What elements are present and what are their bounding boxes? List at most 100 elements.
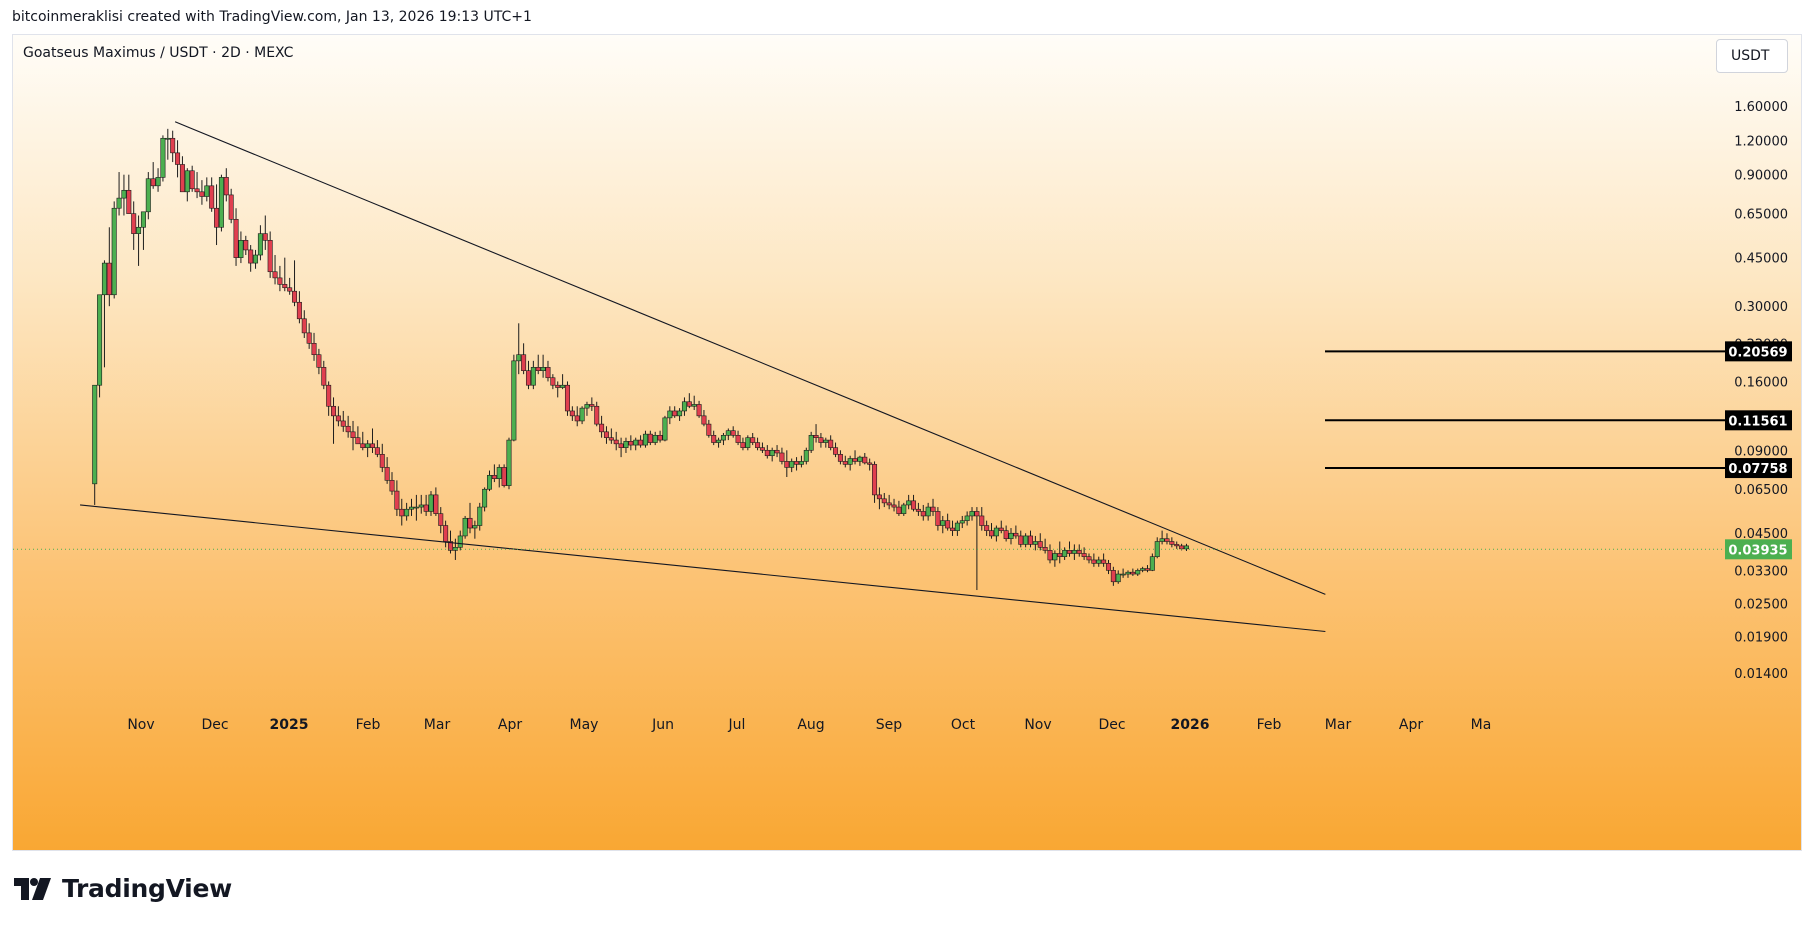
last-price-label-bg: [1725, 539, 1792, 560]
candle-body: [686, 401, 692, 407]
y-tick-label: 0.45000: [1734, 252, 1788, 267]
candle-body: [409, 506, 415, 510]
candle-body: [267, 240, 273, 273]
candle-body: [350, 431, 356, 438]
x-tick-label: Oct: [951, 717, 976, 733]
candle-body: [594, 405, 600, 425]
x-tick-label: Mar: [1325, 717, 1352, 733]
x-tick-label: Apr: [498, 717, 522, 733]
candle-body: [891, 504, 897, 508]
candle-body: [730, 430, 736, 436]
chart-panel[interactable]: 2.200001.600001.200000.900000.650000.450…: [12, 34, 1802, 851]
candle-body: [326, 384, 332, 407]
candle-body: [116, 197, 122, 209]
candle-body: [720, 435, 726, 441]
candle-body: [1028, 535, 1034, 545]
time-axis[interactable]: Nov Dec 2025 Feb Mar Apr May Jun Jul Aug Sep Oct Nov…: [127, 717, 1491, 733]
candle-body: [525, 370, 531, 386]
candle-body: [131, 213, 137, 234]
trendlines[interactable]: [80, 121, 1326, 633]
candle-body: [837, 454, 843, 462]
candle-body: [1169, 541, 1175, 545]
candle-body: [301, 318, 307, 334]
candle-body: [808, 435, 814, 451]
candle-body: [794, 461, 800, 465]
candle-body: [443, 525, 449, 542]
candle-body: [954, 522, 960, 531]
candle-body: [521, 354, 527, 371]
candle-body: [696, 404, 702, 417]
candle-body: [989, 530, 995, 537]
x-tick-label: Ma: [1471, 717, 1492, 733]
x-tick-label: Apr: [1399, 717, 1423, 733]
candle-body: [194, 188, 200, 193]
candle-body: [657, 435, 663, 441]
candle-body: [472, 525, 478, 529]
candle-body: [331, 405, 337, 417]
tradingview-wordmark: TradingView: [62, 874, 232, 903]
last-price-label: 0.03935: [1728, 543, 1787, 558]
tradingview-logo[interactable]: TradingView: [14, 874, 232, 903]
candle-body: [1149, 556, 1155, 571]
candle-body: [974, 511, 980, 517]
candle-body: [433, 494, 439, 514]
candle-body: [365, 443, 371, 448]
candle-body: [818, 437, 824, 443]
candle-body: [764, 449, 770, 457]
candle-body: [1179, 545, 1185, 550]
y-tick-label: 0.30000: [1734, 300, 1788, 315]
y-tick-label: 0.16000: [1734, 375, 1788, 390]
candle-body: [106, 262, 112, 296]
candle-body: [306, 332, 312, 344]
candle-body: [428, 494, 434, 512]
candle-body: [374, 447, 380, 455]
horizontal-levels[interactable]: 0.20569 0.11561 0.07758: [1325, 341, 1792, 479]
candle-body: [287, 287, 293, 292]
candle-body: [189, 170, 195, 190]
candle-body: [618, 443, 624, 448]
candle-body: [633, 439, 639, 446]
y-tick-label: 0.02500: [1734, 598, 1788, 613]
candle-body: [691, 404, 697, 407]
candle-body: [1081, 553, 1087, 557]
price-chart[interactable]: 2.200001.600001.200000.900000.650000.450…: [13, 35, 1801, 850]
candle-body: [935, 511, 941, 526]
candle-body: [486, 475, 492, 490]
candle-body: [175, 152, 181, 165]
candle-body: [950, 527, 956, 531]
candle-body: [574, 415, 580, 422]
candle-body: [550, 377, 556, 386]
candle-body: [540, 367, 546, 371]
candle-body: [92, 384, 98, 485]
x-tick-label: Feb: [1257, 717, 1282, 733]
upper-trendline[interactable]: [174, 121, 1326, 595]
lower-trendline[interactable]: [80, 504, 1326, 633]
candle-body: [199, 191, 205, 197]
currency-selector[interactable]: USDT: [1716, 39, 1788, 73]
price-axis[interactable]: 2.200001.600001.200000.900000.650000.450…: [1734, 62, 1788, 682]
candle-body: [1013, 532, 1019, 537]
candle-body: [296, 301, 302, 320]
candle-body: [789, 461, 795, 468]
candle-body: [750, 437, 756, 443]
candle-body: [360, 443, 366, 448]
candle-body: [1091, 559, 1097, 564]
candle-body: [677, 410, 683, 417]
candle-body: [613, 439, 619, 445]
candle-body: [516, 354, 522, 362]
candle-body: [1047, 550, 1053, 561]
candle-body: [140, 211, 146, 228]
y-tick-label: 0.09000: [1734, 444, 1788, 459]
candle-body: [277, 277, 283, 285]
x-tick-label: Sep: [876, 717, 903, 733]
x-tick-label: May: [570, 717, 599, 733]
currency-label: USDT: [1731, 48, 1770, 64]
candle-body: [179, 164, 185, 193]
candle-body: [847, 458, 853, 465]
candle-body: [886, 502, 892, 506]
candle-body: [569, 410, 575, 417]
candle-body: [1135, 570, 1141, 575]
candle-body: [774, 449, 780, 454]
candle-body: [111, 207, 117, 296]
candle-body: [1086, 556, 1092, 561]
